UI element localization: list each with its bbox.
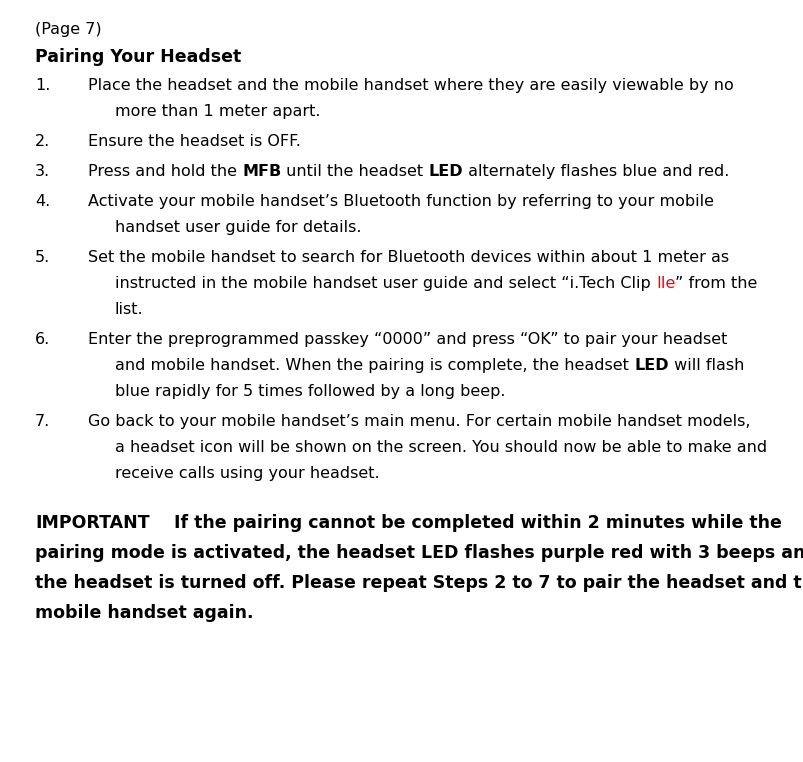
- Text: a headset icon will be shown on the screen. You should now be able to make and: a headset icon will be shown on the scre…: [115, 440, 766, 455]
- Text: If the pairing cannot be completed within 2 minutes while the: If the pairing cannot be completed withi…: [149, 514, 781, 532]
- Text: Enter the preprogrammed passkey “0000” and press “OK” to pair your headset: Enter the preprogrammed passkey “0000” a…: [88, 332, 727, 347]
- Text: pairing mode is activated, the headset LED flashes purple red with 3 beeps and: pairing mode is activated, the headset L…: [35, 544, 803, 562]
- Text: Activate your mobile handset’s Bluetooth function by referring to your mobile: Activate your mobile handset’s Bluetooth…: [88, 194, 713, 209]
- Text: Ensure the headset is OFF.: Ensure the headset is OFF.: [88, 134, 300, 149]
- Text: 1.: 1.: [35, 78, 51, 93]
- Text: ” from the: ” from the: [675, 276, 756, 291]
- Text: the headset is turned off. Please repeat Steps 2 to 7 to pair the headset and th: the headset is turned off. Please repeat…: [35, 574, 803, 592]
- Text: Place the headset and the mobile handset where they are easily viewable by no: Place the headset and the mobile handset…: [88, 78, 733, 93]
- Text: Press and hold the: Press and hold the: [88, 164, 242, 179]
- Text: 4.: 4.: [35, 194, 51, 209]
- Text: Pairing Your Headset: Pairing Your Headset: [35, 48, 241, 66]
- Text: 5.: 5.: [35, 250, 51, 265]
- Text: instructed in the mobile handset user guide and select “i.Tech Clip: instructed in the mobile handset user gu…: [115, 276, 655, 291]
- Text: and mobile handset. When the pairing is complete, the headset: and mobile handset. When the pairing is …: [115, 358, 634, 373]
- Text: blue rapidly for 5 times followed by a long beep.: blue rapidly for 5 times followed by a l…: [115, 384, 505, 399]
- Text: list.: list.: [115, 302, 144, 317]
- Text: will flash: will flash: [668, 358, 743, 373]
- Text: until the headset: until the headset: [281, 164, 428, 179]
- Text: 2.: 2.: [35, 134, 51, 149]
- Text: 7.: 7.: [35, 414, 51, 429]
- Text: MFB: MFB: [242, 164, 281, 179]
- Text: LED: LED: [634, 358, 668, 373]
- Text: handset user guide for details.: handset user guide for details.: [115, 220, 361, 235]
- Text: IIe: IIe: [655, 276, 675, 291]
- Text: 6.: 6.: [35, 332, 51, 347]
- Text: mobile handset again.: mobile handset again.: [35, 604, 253, 622]
- Text: IMPORTANT: IMPORTANT: [35, 514, 149, 532]
- Text: Go back to your mobile handset’s main menu. For certain mobile handset models,: Go back to your mobile handset’s main me…: [88, 414, 749, 429]
- Text: (Page 7): (Page 7): [35, 22, 101, 37]
- Text: more than 1 meter apart.: more than 1 meter apart.: [115, 104, 320, 119]
- Text: LED: LED: [428, 164, 463, 179]
- Text: alternately flashes blue and red.: alternately flashes blue and red.: [463, 164, 728, 179]
- Text: receive calls using your headset.: receive calls using your headset.: [115, 466, 379, 481]
- Text: 3.: 3.: [35, 164, 50, 179]
- Text: Set the mobile handset to search for Bluetooth devices within about 1 meter as: Set the mobile handset to search for Blu…: [88, 250, 728, 265]
